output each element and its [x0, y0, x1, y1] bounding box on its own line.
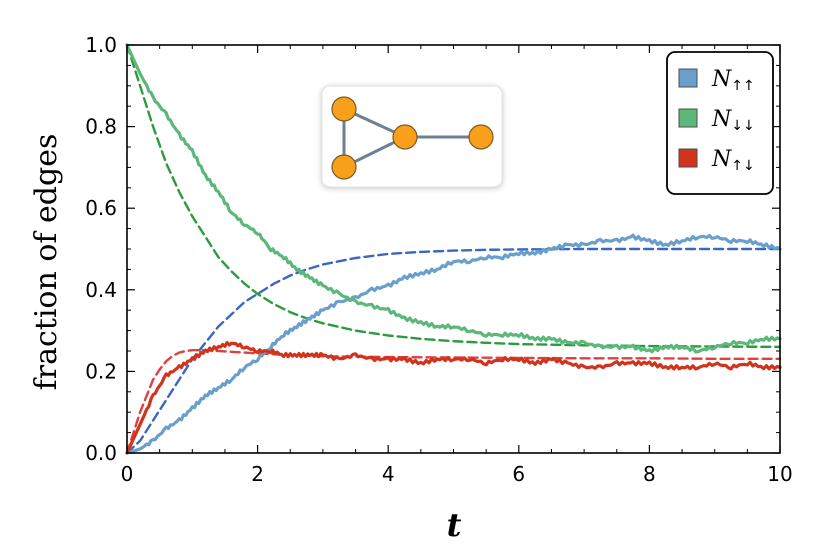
inset-node [468, 124, 494, 150]
plot-frame [126, 44, 781, 454]
x-tick-label: 6 [512, 462, 525, 486]
series-line-simulation [125, 233, 782, 455]
legend-label: N↑↓ [711, 147, 755, 174]
series-line-simulation [125, 341, 782, 455]
y-axis-title: fraction of edges [29, 134, 64, 391]
y-tick-label: 0.2 [85, 359, 117, 383]
series-line-theory [125, 43, 782, 349]
inset-node [392, 124, 418, 150]
x-axis-title: t [447, 506, 462, 544]
series-line-theory [125, 349, 782, 455]
series-line-theory [125, 247, 782, 455]
legend-swatch [678, 148, 698, 168]
tick-labels: 0 2 4 6 8 10 0.0 0.2 0.4 0.6 0.8 1.0 [85, 33, 793, 486]
legend-swatch [678, 68, 698, 88]
y-tick-label: 0.8 [85, 115, 117, 139]
y-tick-label: 0.0 [85, 441, 117, 465]
series-lines [125, 43, 782, 455]
legend: N↑↑ N↓↓ N↑↓ [666, 51, 774, 195]
y-tick-label: 1.0 [85, 33, 117, 57]
legend-label: N↑↑ [711, 67, 755, 94]
x-tick-label: 4 [382, 462, 395, 486]
x-tick-label: 0 [121, 462, 134, 486]
legend-swatch [678, 108, 698, 128]
x-tick-label: 10 [767, 462, 792, 486]
legend-label: N↓↓ [711, 107, 755, 134]
inset-graph [321, 85, 503, 188]
y-tick-label: 0.6 [85, 196, 117, 220]
y-tick-label: 0.4 [85, 278, 117, 302]
series-line-simulation [125, 43, 782, 354]
inset-node [331, 154, 357, 180]
x-tick-label: 8 [643, 462, 656, 486]
x-tick-label: 2 [251, 462, 264, 486]
inset-node [331, 96, 357, 122]
